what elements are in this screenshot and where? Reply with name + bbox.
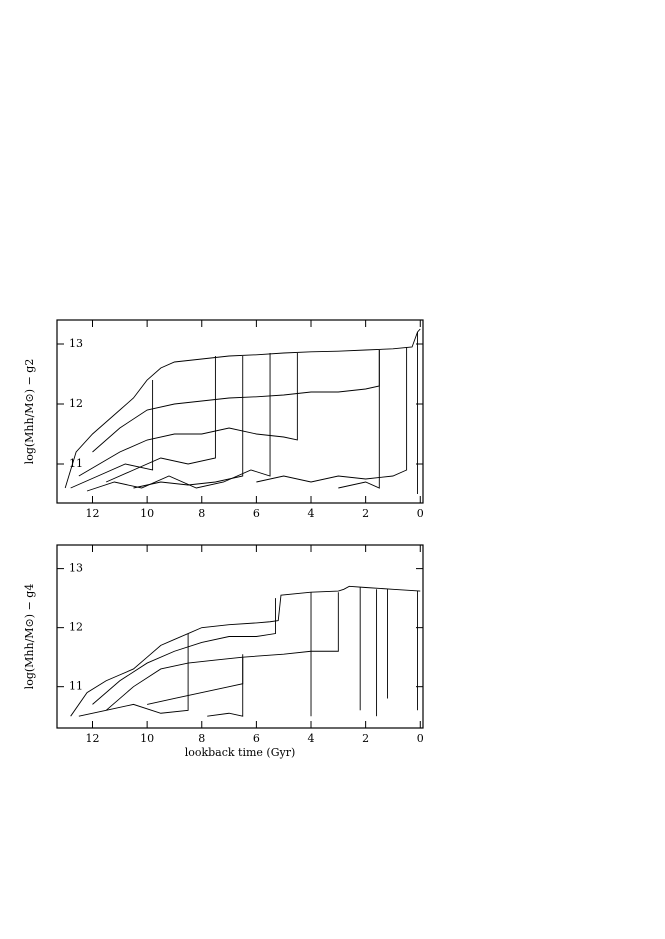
x-tick-label: 6 (253, 507, 260, 520)
x-tick-label: 12 (86, 732, 100, 745)
x-tick-label: 4 (308, 507, 315, 520)
x-tick-label: 12 (86, 507, 100, 520)
y-tick-label: 11 (69, 457, 83, 470)
branch-line (338, 350, 380, 489)
branch-line (133, 356, 244, 489)
x-tick-label: 8 (198, 507, 205, 520)
branch-line (256, 347, 408, 483)
branch-line (86, 353, 271, 492)
branch-line (92, 350, 380, 453)
y-axis-label: log(Mhh/M⊙) − g4 (23, 584, 36, 690)
branch-line (70, 380, 154, 489)
x-tick-label: 8 (198, 732, 205, 745)
y-tick-label: 12 (69, 621, 83, 634)
branch-line (105, 356, 216, 483)
x-tick-label: 2 (362, 732, 369, 745)
y-tick-label: 12 (69, 397, 83, 410)
branch-line (78, 633, 189, 717)
y-tick-label: 13 (69, 337, 83, 350)
branch-line (207, 657, 244, 717)
branch-line (78, 353, 298, 477)
plot-frame (56, 319, 424, 504)
branch-line (92, 598, 276, 705)
x-tick-label: 2 (362, 507, 369, 520)
x-tick-label: 6 (253, 732, 260, 745)
x-axis-label: lookback time (Gyr) (185, 746, 296, 759)
branch-line (105, 592, 339, 711)
x-tick-label: 10 (140, 732, 154, 745)
y-axis-label: log(Mhh/M⊙) − g2 (23, 359, 36, 465)
plot-frame (56, 544, 424, 729)
x-tick-label: 10 (140, 507, 154, 520)
branch-line (70, 585, 421, 717)
x-tick-label: 4 (308, 732, 315, 745)
x-tick-label: 0 (417, 732, 424, 745)
x-tick-label: 0 (417, 507, 424, 520)
y-tick-label: 11 (69, 680, 83, 693)
y-tick-label: 13 (69, 562, 83, 575)
branch-line (147, 654, 244, 705)
